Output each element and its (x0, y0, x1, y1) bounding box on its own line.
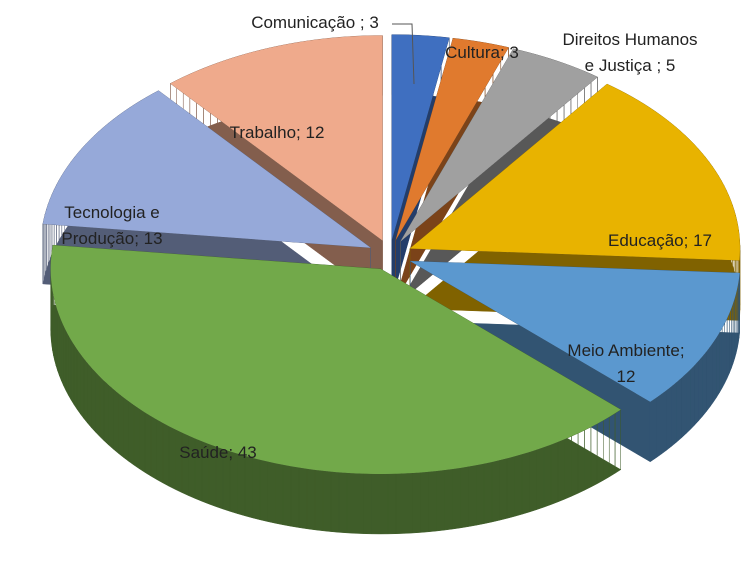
slice-top (391, 34, 450, 240)
data-label: Tecnologia e Produção; 13 (61, 203, 162, 248)
slice-top (410, 261, 740, 402)
data-label: Educação; 17 (608, 231, 712, 250)
data-label-line: Direitos Humanos (562, 30, 697, 49)
slice-top (170, 35, 383, 241)
data-label-line: Trabalho; 12 (230, 123, 325, 142)
data-label: Saúde; 43 (179, 443, 257, 462)
data-label-line: Saúde; 43 (179, 443, 257, 462)
data-label: Comunicação ; 3 (251, 13, 379, 32)
data-label-line: 12 (617, 367, 636, 386)
data-label: Cultura; 3 (445, 43, 519, 62)
leader-line (392, 23, 415, 85)
data-label-line: Produção; 13 (61, 229, 162, 248)
data-label: Direitos Humanos e Justiça ; 5 (562, 30, 697, 75)
slice-top (50, 245, 621, 474)
data-label-line: e Justiça ; 5 (585, 56, 676, 75)
slice-top (42, 90, 371, 248)
data-label: Meio Ambiente; 12 (567, 341, 684, 386)
data-label: Trabalho; 12 (230, 123, 325, 142)
data-label-line: Tecnologia e (64, 203, 159, 222)
slice-top (400, 48, 598, 242)
slice-top (409, 84, 740, 261)
slice-side (50, 244, 621, 535)
data-label-line: Cultura; 3 (445, 43, 519, 62)
data-label-line: Meio Ambiente; (567, 341, 684, 360)
slice-top (395, 38, 509, 241)
data-label-line: Comunicação ; 3 (251, 13, 379, 32)
data-label-line: Educação; 17 (608, 231, 712, 250)
